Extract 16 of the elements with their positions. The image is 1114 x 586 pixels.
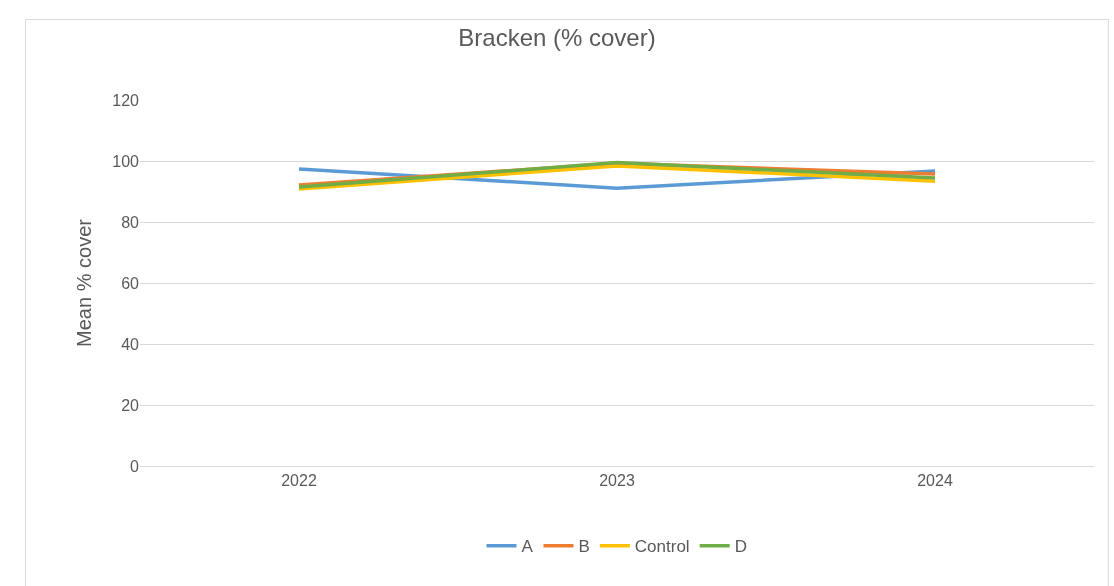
legend-label: B: [578, 537, 590, 557]
y-tick-label: 120: [112, 91, 140, 109]
y-tick-label: 40: [121, 335, 140, 353]
y-tick-label: 20: [121, 396, 140, 414]
legend-label: Control: [634, 537, 690, 557]
legend-label: D: [734, 537, 747, 557]
chart-title: Bracken (% cover): [458, 24, 656, 52]
y-tick-label: 0: [130, 457, 140, 475]
y-tick-label: 80: [121, 213, 140, 231]
y-tick-label: 100: [112, 152, 140, 170]
x-tick-label: 2022: [281, 472, 317, 490]
y-tick-label: 60: [121, 274, 140, 292]
x-tick-label: 2024: [917, 472, 953, 490]
y-axis-title: Mean % cover: [72, 218, 95, 347]
legend-label: A: [521, 537, 534, 557]
x-tick-label: 2023: [599, 472, 635, 490]
